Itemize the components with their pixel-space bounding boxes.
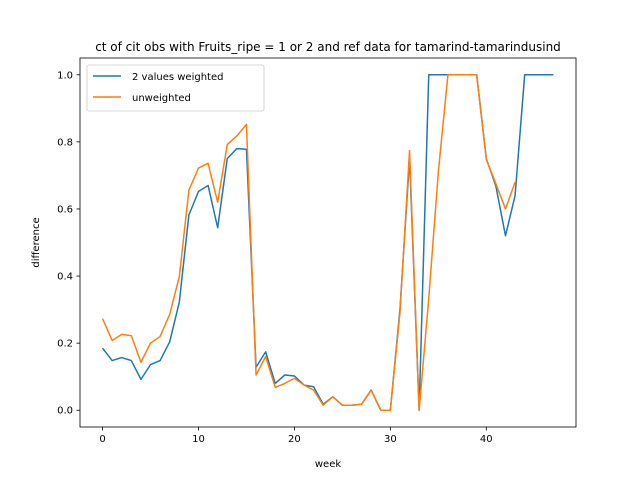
y-tick-label: 0.8 [57,137,73,148]
x-tick-label: 40 [480,434,493,445]
y-axis-ticks: 0.0 0.2 0.4 0.6 0.8 1.0 [57,70,80,417]
legend: 2 values weighted unweighted [86,64,265,112]
x-tick-label: 30 [384,434,397,445]
x-tick-label: 10 [192,434,205,445]
series-layer [101,74,554,411]
legend-label-weighted: 2 values weighted [132,72,223,83]
y-tick-label: 0.6 [57,204,73,215]
x-tick-label: 20 [288,434,301,445]
legend-label-unweighted: unweighted [132,93,191,104]
y-tick-label: 0.2 [57,339,73,350]
y-axis-label: difference [31,217,42,267]
chart-title: ct of cit obs with Fruits_ripe = 1 or 2 … [95,40,561,54]
plot-area-frame [79,57,577,428]
y-tick-label: 0.0 [57,406,73,417]
legend-box [86,64,265,112]
y-tick-label: 0.4 [57,272,73,283]
x-axis-label: week [315,459,341,470]
series-line-unweighted [101,74,516,411]
y-tick-label: 1.0 [57,70,73,81]
x-tick-label: 0 [99,434,105,445]
x-axis-ticks: 0 10 20 30 40 [99,427,493,445]
